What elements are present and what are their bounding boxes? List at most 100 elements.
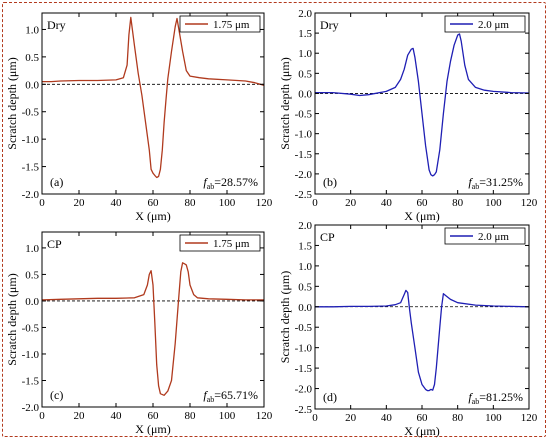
figure-frame: [2, 2, 546, 437]
fab-value: =65.71%: [214, 388, 258, 402]
x-tick-label: 100: [219, 197, 236, 209]
x-tick-label: 60: [417, 412, 429, 424]
series-line: [42, 16, 265, 179]
y-tick-label: -1.5: [22, 162, 40, 174]
y-tick-label: -1.0: [22, 134, 40, 146]
y-tick-label: 1.0: [25, 24, 39, 36]
x-tick-label: 100: [485, 412, 502, 424]
legend-label: 1.75 μm: [213, 238, 250, 250]
plot-frame: [41, 12, 265, 195]
fab-value: =28.57%: [214, 175, 258, 189]
x-tick-label: 0: [312, 197, 318, 209]
fab-annotation: fab=81.25%: [468, 390, 523, 406]
x-tick-label: 120: [256, 410, 273, 422]
x-tick-label: 40: [111, 410, 123, 422]
condition-label: CP: [320, 230, 335, 244]
x-tick-label: 20: [345, 412, 357, 424]
x-tick-label: 80: [452, 197, 464, 209]
y-axis-label: Scratch depth (μm): [278, 271, 292, 363]
y-tick-label: 1.0: [25, 243, 39, 255]
series-line: [41, 262, 264, 396]
fab-annotation: fab=31.25%: [468, 175, 523, 191]
condition-label: Dry: [320, 18, 339, 32]
x-tick-label: 60: [148, 197, 160, 209]
y-tick-label: 0.5: [25, 52, 39, 64]
y-tick-label: -2.5: [295, 404, 313, 416]
y-tick-label: -1.0: [295, 129, 313, 141]
fab-value: =31.25%: [479, 175, 523, 189]
legend-label: 1.75 μm: [213, 19, 250, 31]
panel-label: (c): [50, 388, 63, 402]
legend-box: [179, 234, 261, 252]
y-tick-label: 0.0: [25, 296, 39, 308]
y-tick-label: 1.0: [298, 48, 312, 60]
x-tick-label: 0: [39, 410, 45, 422]
x-tick-label: 80: [185, 197, 197, 209]
fab-annotation: fab=65.71%: [203, 388, 258, 404]
y-tick-label: -1.0: [295, 343, 313, 355]
legend-box: [444, 227, 526, 245]
y-tick-label: 1.5: [298, 240, 312, 252]
x-tick-label: 120: [256, 197, 273, 209]
y-tick-label: -2.5: [295, 189, 313, 201]
y-tick-label: -1.5: [22, 375, 40, 387]
x-tick-label: 100: [485, 197, 502, 209]
legend-label: 2.0 μm: [478, 231, 509, 243]
condition-label: Dry: [47, 18, 66, 32]
panel-label: (b): [323, 175, 337, 189]
legend-box: [444, 15, 526, 33]
y-tick-label: 1.5: [298, 28, 312, 40]
y-tick-label: 0.5: [298, 68, 312, 80]
x-tick-label: 40: [381, 197, 393, 209]
x-axis-label: X (μm): [135, 209, 170, 223]
plot-frame: [314, 224, 530, 410]
y-tick-label: -0.5: [22, 107, 40, 119]
x-tick-label: 80: [452, 412, 464, 424]
x-tick-label: 20: [345, 197, 357, 209]
x-axis-label: X (μm): [135, 422, 170, 436]
plot-frame: [41, 231, 265, 408]
y-tick-label: 1.0: [298, 261, 312, 273]
y-tick-label: -2.0: [22, 402, 40, 414]
legend: 2.0 μm: [444, 227, 526, 245]
condition-label: CP: [47, 237, 62, 251]
y-axis-label: Scratch depth (μm): [5, 273, 19, 365]
legend-box: [179, 15, 261, 33]
x-axis-label: X (μm): [404, 209, 439, 223]
x-tick-label: 120: [521, 197, 538, 209]
legend: 1.75 μm: [179, 15, 261, 33]
legend-label: 2.0 μm: [478, 19, 509, 31]
x-axis-label: X (μm): [404, 424, 439, 438]
x-tick-label: 40: [111, 197, 123, 209]
panel-label: (d): [323, 390, 337, 404]
y-tick-label: 0.5: [298, 281, 312, 293]
x-tick-label: 100: [219, 410, 236, 422]
series-line: [315, 289, 530, 392]
y-tick-label: 0.5: [25, 269, 39, 281]
y-axis-label: Scratch depth (μm): [278, 57, 292, 149]
y-tick-label: -1.5: [295, 363, 313, 375]
x-tick-label: 120: [521, 412, 538, 424]
y-axis-label: Scratch depth (μm): [5, 57, 19, 149]
y-tick-label: -1.0: [22, 349, 40, 361]
series-line: [315, 33, 530, 177]
y-tick-label: -0.5: [295, 322, 313, 334]
x-tick-label: 0: [39, 197, 45, 209]
legend: 2.0 μm: [444, 15, 526, 33]
fab-annotation: fab=28.57%: [203, 175, 258, 191]
x-tick-label: 60: [417, 197, 429, 209]
y-tick-label: -1.5: [295, 149, 313, 161]
y-tick-label: -0.5: [295, 109, 313, 121]
y-tick-label: -0.5: [22, 322, 40, 334]
x-tick-label: 20: [74, 410, 86, 422]
chart-panel-b: 0 20 40 60 80 100 120 -2.5 -2.0 -1.5 -1.0 -0.5 0.0 0.…: [278, 8, 538, 223]
y-tick-label: 0.0: [298, 302, 312, 314]
panel-label: (a): [50, 175, 63, 189]
fab-value: =81.25%: [479, 390, 523, 404]
x-tick-label: 60: [148, 410, 160, 422]
x-tick-label: 20: [74, 197, 86, 209]
x-tick-label: 0: [312, 412, 318, 424]
legend: 1.75 μm: [179, 234, 261, 252]
y-tick-label: -2.0: [295, 384, 313, 396]
